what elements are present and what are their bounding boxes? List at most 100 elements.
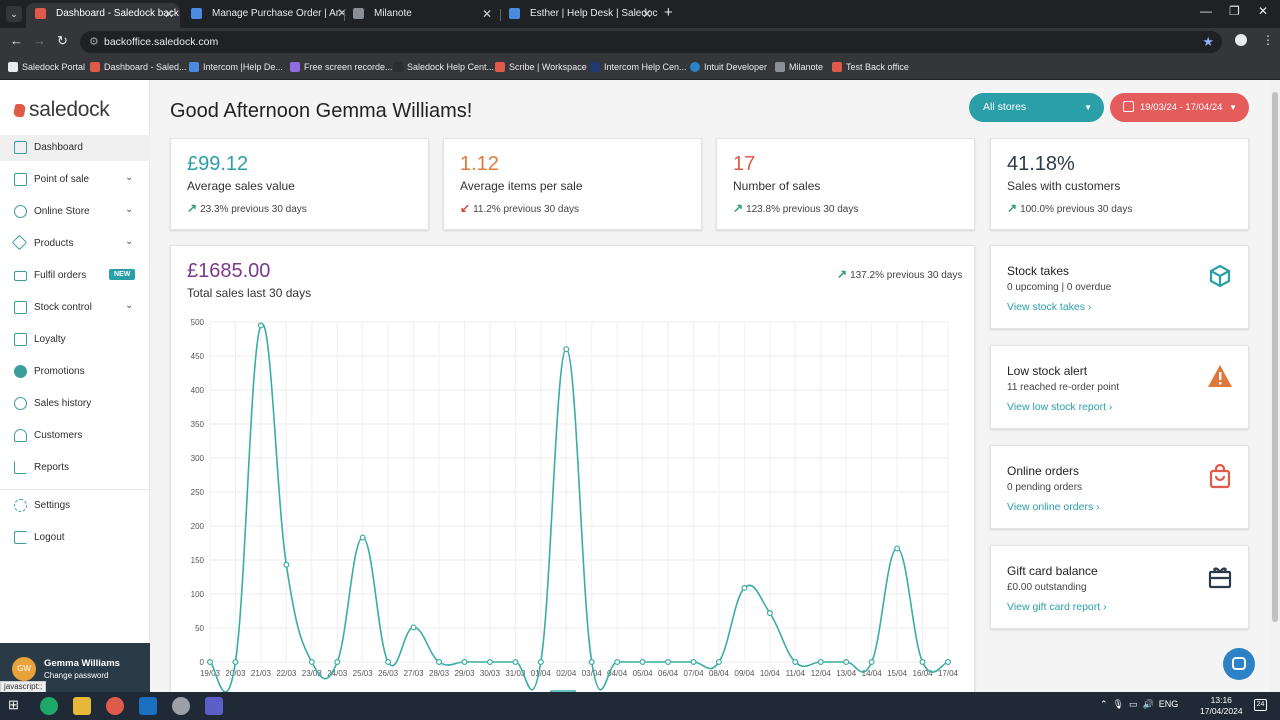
close-tab-icon[interactable]: ✕ bbox=[481, 7, 492, 21]
back-button[interactable]: ← bbox=[10, 33, 23, 48]
x-tick-label: 11/04 bbox=[786, 669, 806, 678]
taskbar-app-icon[interactable] bbox=[172, 697, 190, 715]
sidebar-item-point-of-sale[interactable]: Point of sale ⌄ bbox=[0, 167, 150, 193]
sidebar-item-customers[interactable]: Customers bbox=[0, 423, 150, 449]
data-point bbox=[486, 659, 493, 666]
browser-menu-icon[interactable]: ⋮ bbox=[1262, 33, 1274, 47]
total-sales-card: £1685.00 Total sales last 30 days ↗ 137.2… bbox=[170, 245, 975, 705]
restore-button[interactable]: ❐ bbox=[1229, 4, 1240, 18]
address-bar[interactable]: ⚙ backoffice.saledock.com ★ bbox=[80, 31, 1222, 53]
data-point bbox=[385, 659, 392, 666]
bookmark-item[interactable]: Scribe | Workspace bbox=[495, 62, 587, 72]
stat-label: Average items per sale bbox=[460, 179, 583, 193]
view-gift-card-report-link[interactable]: View gift card report › bbox=[1007, 601, 1107, 613]
browser-tab-help-desk[interactable]: Esther | Help Desk | Saledock | ✕ bbox=[500, 3, 658, 28]
browser-tab-dashboard[interactable]: Dashboard - Saledock back off ✕ bbox=[26, 3, 180, 28]
bookmark-item[interactable]: Intercom |Help De... bbox=[189, 62, 283, 72]
file-explorer-icon[interactable] bbox=[73, 697, 91, 715]
reload-button[interactable]: ↻ bbox=[57, 33, 68, 48]
teams-icon[interactable] bbox=[205, 697, 223, 715]
tag-icon bbox=[11, 234, 28, 251]
close-tab-icon[interactable]: ✕ bbox=[641, 7, 652, 21]
sidebar-item-stock-control[interactable]: Stock control ⌄ bbox=[0, 295, 150, 321]
chrome-icon[interactable] bbox=[106, 697, 124, 715]
sidebar-item-sales-history[interactable]: Sales history bbox=[0, 391, 150, 417]
view-low-stock-report-link[interactable]: View low stock report › bbox=[1007, 401, 1113, 413]
sidebar-item-reports[interactable]: Reports bbox=[0, 455, 150, 481]
data-point bbox=[817, 659, 824, 666]
browser-tab-purchase-order[interactable]: Manage Purchase Order | Artic bbox=[182, 3, 340, 28]
close-tab-icon[interactable]: ✕ bbox=[337, 6, 348, 20]
view-stock-takes-link[interactable]: View stock takes › bbox=[1007, 301, 1092, 313]
bookmark-item[interactable]: Dashboard - Saled... bbox=[90, 62, 187, 72]
new-tab-button[interactable]: + bbox=[664, 4, 673, 21]
data-point bbox=[410, 624, 417, 631]
browser-tab-milanote[interactable]: Milanote ✕ bbox=[344, 3, 498, 28]
data-point bbox=[665, 659, 672, 666]
bookmark-item[interactable]: Milanote bbox=[775, 62, 823, 72]
saledock-logo[interactable]: saledock bbox=[12, 98, 110, 122]
system-tray[interactable]: ⌃ 🎙 ▭ 🔊 ENG bbox=[1100, 699, 1179, 709]
bookmark-item[interactable]: Saledock Portal bbox=[8, 62, 85, 72]
bookmark-item[interactable]: Intercom Help Cen... bbox=[590, 62, 687, 72]
history-icon bbox=[14, 397, 27, 410]
view-online-orders-link[interactable]: View online orders › bbox=[1007, 501, 1100, 513]
date-range-picker[interactable]: 19/03/24 - 17/04/24 ▼ bbox=[1110, 93, 1249, 122]
y-tick-label: 500 bbox=[191, 318, 205, 327]
shopping-bag-icon bbox=[1209, 463, 1231, 489]
sidebar-item-online-store[interactable]: Online Store ⌄ bbox=[0, 199, 150, 225]
site-info-icon[interactable]: ⚙ bbox=[89, 36, 99, 48]
forward-button[interactable]: → bbox=[33, 33, 46, 48]
profile-icon[interactable] bbox=[1235, 34, 1247, 46]
sidebar-item-fulfil-orders[interactable]: Fulfil orders NEW bbox=[0, 263, 150, 289]
outlook-icon[interactable] bbox=[139, 697, 157, 715]
minimize-button[interactable]: — bbox=[1200, 4, 1212, 18]
data-point bbox=[563, 346, 570, 353]
bookmark-star-icon[interactable]: ★ bbox=[1202, 34, 1214, 49]
taskbar-clock[interactable]: 13:16 17/04/2024 bbox=[1200, 695, 1243, 716]
bookmark-item[interactable]: Test Back office bbox=[832, 62, 909, 72]
store-select[interactable]: All stores ▼ bbox=[969, 93, 1104, 122]
gear-icon bbox=[14, 499, 27, 512]
sales-line-chart: 0 50 100 150 200 250 300 350 400 450 500 19/03 20/03… bbox=[191, 318, 959, 702]
artic-favicon-icon bbox=[191, 8, 202, 19]
data-point bbox=[461, 659, 468, 666]
x-tick-label: 26/03 bbox=[378, 669, 399, 678]
y-tick-label: 400 bbox=[191, 386, 205, 395]
card-title: Stock takes bbox=[1007, 264, 1070, 278]
y-tick-label: 150 bbox=[191, 556, 205, 565]
page-scrollbar[interactable] bbox=[1270, 80, 1280, 692]
sidebar-item-dashboard[interactable]: Dashboard bbox=[0, 135, 150, 161]
sidebar-item-logout[interactable]: Logout bbox=[0, 525, 150, 551]
avatar[interactable]: GW bbox=[12, 657, 36, 681]
total-sales-value: £1685.00 bbox=[187, 260, 271, 282]
windows-start-icon[interactable]: ⊞ bbox=[8, 697, 19, 712]
calendar-icon bbox=[1123, 101, 1134, 112]
sidebar-item-promotions[interactable]: Promotions bbox=[0, 359, 150, 385]
notifications-icon[interactable]: 24 bbox=[1254, 699, 1267, 711]
close-window-button[interactable]: ✕ bbox=[1258, 4, 1269, 18]
close-tab-icon[interactable]: ✕ bbox=[163, 7, 174, 21]
bookmark-favicon-icon bbox=[393, 62, 403, 72]
truck-icon bbox=[14, 271, 27, 281]
x-tick-label: 16/04 bbox=[913, 669, 934, 678]
sidebar-item-loyalty[interactable]: Loyalty bbox=[0, 327, 150, 353]
change-password-link[interactable]: Change password bbox=[44, 671, 109, 680]
page-title: Good Afternoon Gemma Williams! bbox=[170, 100, 473, 122]
bookmark-item[interactable]: Intuit Developer bbox=[690, 62, 767, 72]
scrollbar-thumb[interactable] bbox=[1272, 92, 1278, 622]
chat-launcher-button[interactable] bbox=[1223, 648, 1255, 680]
sidebar-item-settings[interactable]: Settings bbox=[0, 493, 150, 519]
stat-change: ↗ 23.3% previous 30 days bbox=[187, 201, 307, 215]
windows-taskbar: ⊞ ⌃ 🎙 ▭ 🔊 ENG 13:16 17/04/2024 24 bbox=[0, 692, 1280, 720]
taskbar-app-icon[interactable] bbox=[40, 697, 58, 715]
x-tick-label: 01/04 bbox=[531, 669, 552, 678]
x-tick-label: 19/03 bbox=[200, 669, 221, 678]
card-subtitle: 0 pending orders bbox=[1007, 482, 1083, 493]
trend-up-icon: ↗ bbox=[837, 267, 848, 281]
box-icon bbox=[1209, 264, 1231, 288]
sidebar-item-products[interactable]: Products ⌄ bbox=[0, 231, 150, 257]
bookmark-item[interactable]: Free screen recorde... bbox=[290, 62, 393, 72]
tab-search-button[interactable]: ⌄ bbox=[6, 6, 22, 22]
bookmark-item[interactable]: Saledock Help Cent... bbox=[393, 62, 494, 72]
